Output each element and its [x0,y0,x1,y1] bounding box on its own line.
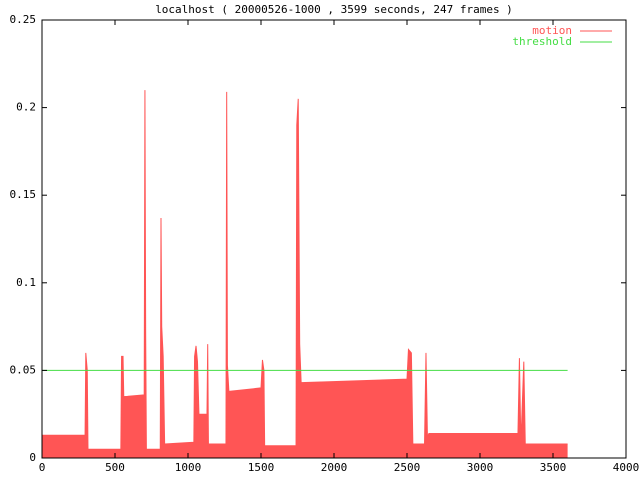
y-tick-label: 0 [29,451,36,464]
y-tick-label: 0.25 [10,13,37,26]
x-tick-label: 1000 [175,461,202,474]
x-tick-label: 1500 [248,461,275,474]
plot-border [41,19,627,459]
y-tick-label: 0.1 [16,276,36,289]
x-tick-label: 4000 [613,461,640,474]
legend-label: motion [532,24,572,37]
x-tick-label: 0 [39,461,46,474]
y-tick-label: 0.2 [16,101,36,114]
legend-label: threshold [512,35,572,48]
y-tick-label: 0.15 [10,188,37,201]
area-fill [42,90,568,458]
x-tick-label: 2000 [321,461,348,474]
x-tick-label: 3000 [467,461,494,474]
area-outline [42,90,568,450]
x-tick-label: 500 [105,461,125,474]
x-tick-label: 2500 [394,461,421,474]
x-tick-label: 3500 [540,461,567,474]
chart-title: localhost ( 20000526-1000 , 3599 seconds… [155,3,513,16]
y-tick-label: 0.05 [10,363,37,376]
